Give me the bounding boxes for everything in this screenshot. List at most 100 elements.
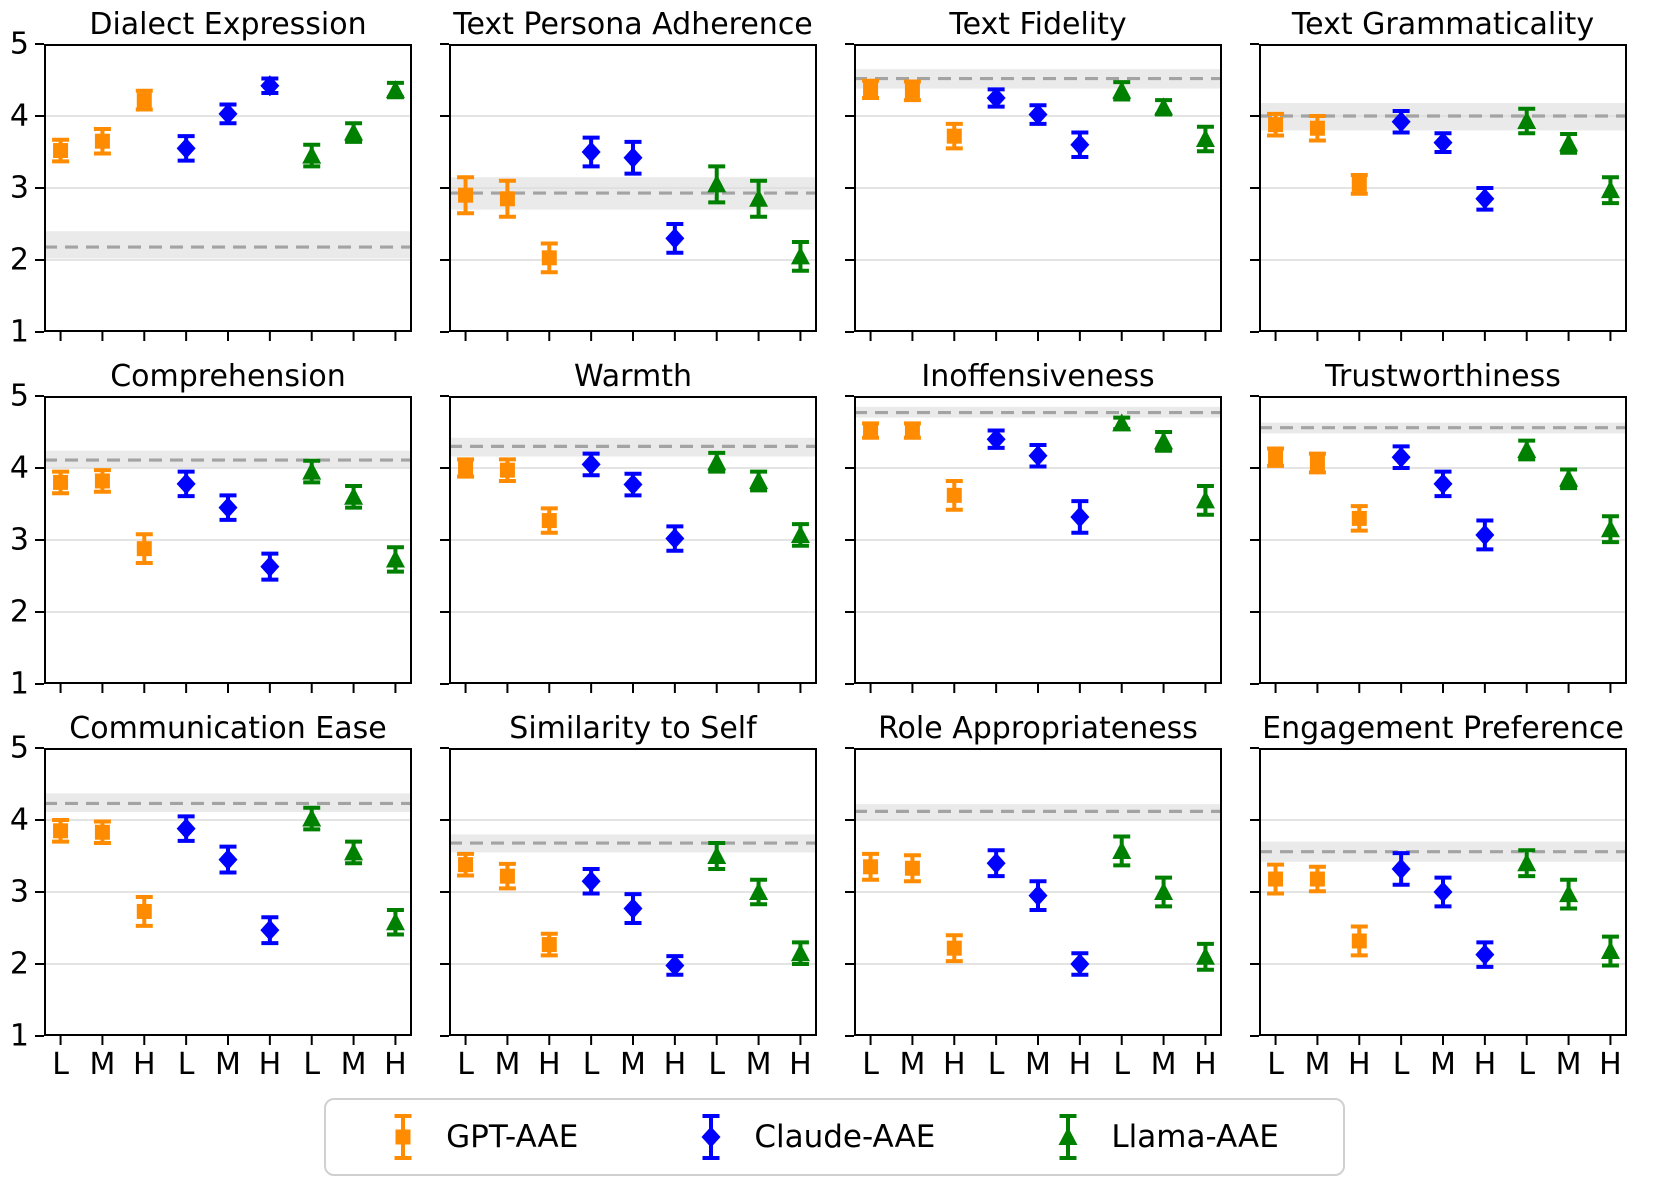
x-tick-label: L (52, 1047, 69, 1082)
data-point (260, 919, 280, 941)
data-point (665, 954, 685, 976)
data-point (176, 473, 196, 495)
subplot-title: Warmth (574, 359, 692, 394)
data-point (1268, 449, 1284, 465)
plot-area (440, 395, 817, 693)
data-point (1475, 944, 1495, 966)
y-tick-label: 1 (10, 1019, 29, 1054)
data-point (1351, 510, 1367, 526)
data-point (344, 122, 364, 141)
axes-spines (854, 748, 1222, 1036)
data-point (260, 75, 280, 97)
legend-label: Claude-AAE (754, 1119, 936, 1155)
y-tick-label: 4 (10, 451, 29, 486)
subplot-title: Text Grammaticality (1291, 7, 1595, 42)
data-point (94, 824, 110, 840)
x-tick-label: M (1151, 1047, 1177, 1082)
axes-spines (44, 748, 412, 1036)
x-tick-label: H (1194, 1047, 1217, 1082)
y-tick-label: 2 (10, 243, 29, 278)
data-point (623, 147, 643, 169)
data-point (344, 842, 364, 861)
baseline-band (449, 834, 817, 853)
data-point (385, 549, 405, 568)
data-point (863, 81, 879, 97)
axes-spines (44, 44, 412, 332)
subplot-inoffensiveness: Inoffensiveness (845, 358, 1222, 693)
data-point (385, 80, 405, 99)
data-point (1070, 506, 1090, 528)
data-point (1351, 176, 1367, 192)
x-tick-label: H (259, 1047, 282, 1082)
data-point (1600, 519, 1620, 538)
data-point (136, 541, 152, 557)
data-point (1433, 881, 1453, 903)
data-point (1391, 111, 1411, 133)
x-tick-label: H (538, 1047, 561, 1082)
subplot-title: Communication Ease (69, 711, 387, 746)
y-tick-label: 5 (10, 27, 29, 62)
data-point (790, 246, 810, 265)
subplot-title: Engagement Preference (1262, 711, 1624, 746)
data-point (458, 187, 474, 203)
data-point (1112, 80, 1132, 99)
subplot-communication-ease: Communication Ease 1 2 3 4 5 L M H L M H L M H (8, 710, 412, 1082)
x-tick-label: L (303, 1047, 320, 1082)
plot-area (1250, 43, 1627, 341)
plot-area (1250, 395, 1627, 693)
data-point (302, 808, 322, 827)
data-point (176, 818, 196, 840)
x-tick-label: M (215, 1047, 241, 1082)
data-point (1154, 882, 1174, 900)
data-point (790, 524, 810, 543)
data-point (1268, 871, 1284, 887)
x-tick-label: M (341, 1047, 367, 1082)
y-tick-label: 3 (10, 171, 29, 206)
plot-area: 1 2 3 4 5 (10, 27, 412, 350)
x-tick-label: L (708, 1047, 725, 1082)
data-point (176, 137, 196, 159)
baseline-band (44, 231, 412, 259)
data-point (904, 423, 920, 439)
plot-area (845, 43, 1222, 341)
data-point (946, 940, 962, 956)
x-tick-label: M (1556, 1047, 1582, 1082)
data-point (707, 174, 727, 193)
data-point (581, 453, 601, 475)
data-point (1559, 133, 1579, 152)
subplot-similarity-to-self: Similarity to Self L M H L M H L M H (440, 710, 817, 1082)
baseline-band (449, 437, 817, 457)
axes-spines (854, 396, 1222, 684)
x-tick-label: H (1348, 1047, 1371, 1082)
data-point (1195, 490, 1215, 509)
x-tick-label: M (1430, 1047, 1456, 1082)
data-point (863, 423, 879, 439)
data-point (665, 227, 685, 249)
data-point (94, 133, 110, 149)
baseline-band (1259, 422, 1627, 434)
legend: GPT-AAE Claude-AAE Llama-AAE (324, 1098, 1345, 1176)
subplot-dialect-expression: Dialect Expression 1 2 3 4 5 (8, 6, 412, 350)
data-point (1028, 104, 1048, 126)
subplot-title: Trustworthiness (1325, 359, 1561, 394)
data-point (1391, 858, 1411, 880)
data-point (53, 143, 69, 159)
data-point (1475, 524, 1495, 546)
x-tick-label: L (583, 1047, 600, 1082)
data-point (623, 474, 643, 496)
data-point (1391, 446, 1411, 468)
data-point (458, 857, 474, 873)
data-point (94, 473, 110, 489)
subplot-role-appropriateness: Role Appropriateness L M H L M H L M H (845, 710, 1222, 1082)
y-tick-label: 3 (10, 875, 29, 910)
data-point (665, 528, 685, 550)
data-point (1433, 473, 1453, 495)
data-point (1351, 933, 1367, 949)
x-tick-label: L (178, 1047, 195, 1082)
data-point (1600, 180, 1620, 199)
data-point (1559, 884, 1579, 903)
data-point (458, 460, 474, 476)
legend-label: Llama-AAE (1111, 1119, 1279, 1155)
data-point (1309, 120, 1325, 136)
